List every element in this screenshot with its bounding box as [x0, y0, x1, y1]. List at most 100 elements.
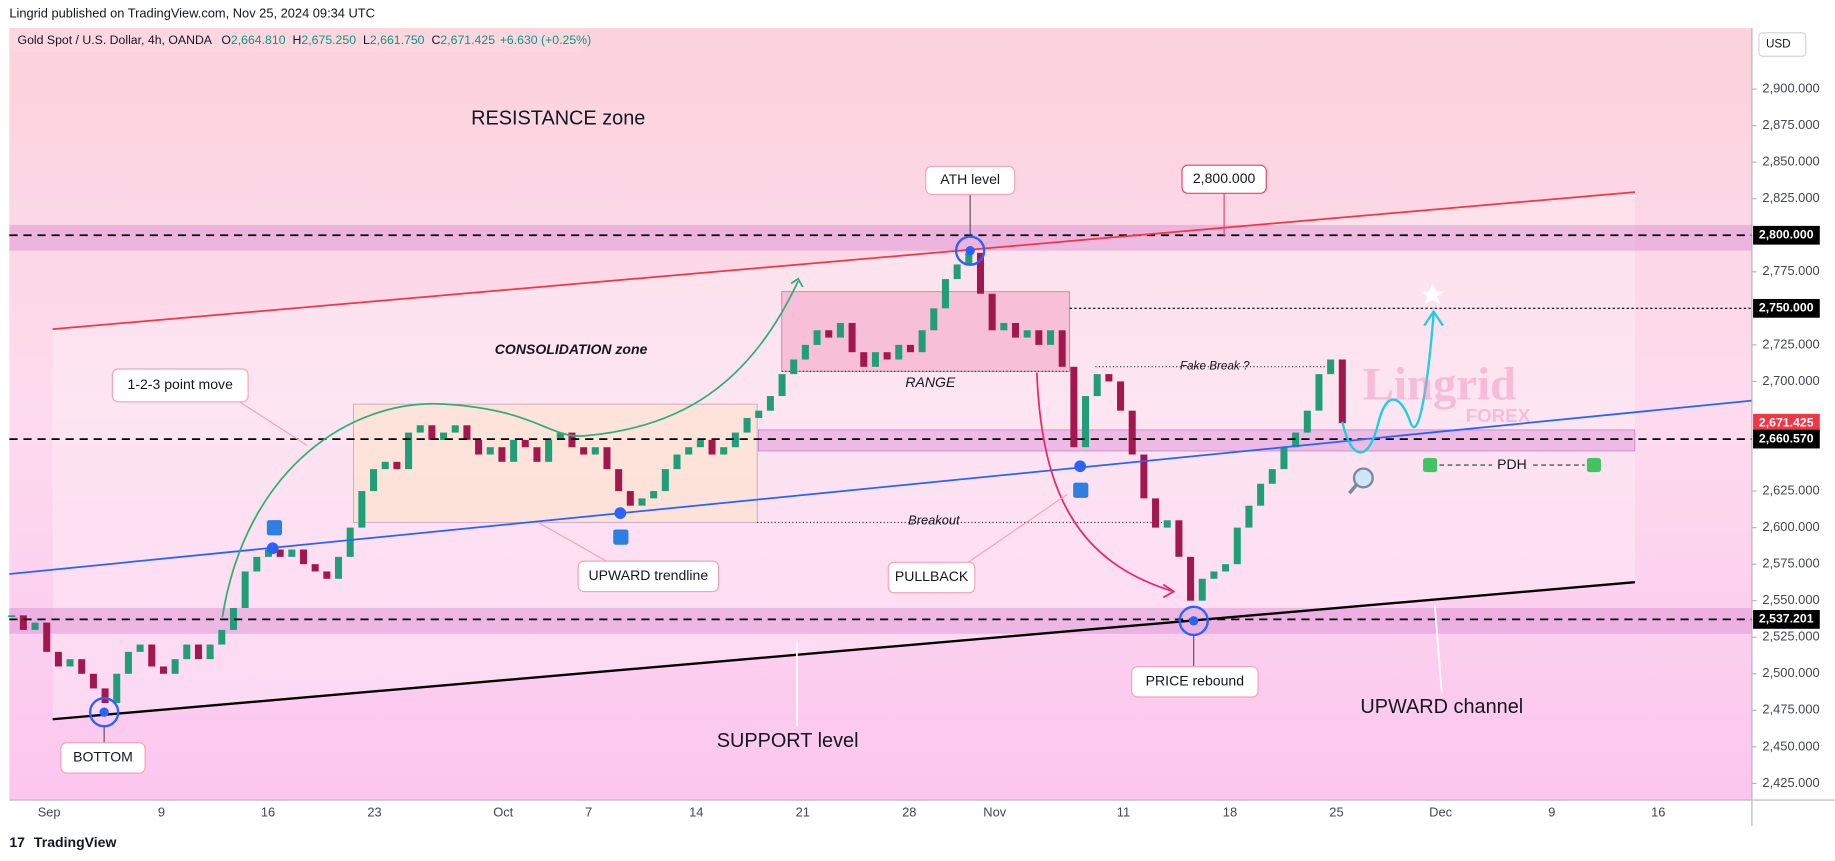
- x-tick-label: 7: [585, 804, 592, 819]
- candle: [1163, 520, 1171, 528]
- y-tick-label: 2,575.000: [1762, 556, 1819, 571]
- candle: [78, 659, 86, 674]
- candle: [673, 454, 681, 470]
- trendline-box: [577, 560, 720, 593]
- y-tick-label: 2,525.000: [1762, 629, 1819, 644]
- rebound-dot: [1189, 616, 1199, 626]
- candle: [1327, 359, 1335, 375]
- support-label: SUPPORT level: [717, 730, 859, 752]
- y-tick-label: 2,775.000: [1762, 263, 1819, 278]
- ohlc-value: 2,671.425: [440, 33, 495, 47]
- x-tick-label: Oct: [493, 804, 513, 819]
- candle: [335, 556, 343, 579]
- candle: [836, 322, 844, 338]
- candle: [766, 396, 774, 411]
- resistance-label: RESISTANCE zone: [471, 108, 645, 130]
- axes: 2,900.000 2,875.000 2,850.000 2,825.000 2,77…: [38, 80, 1820, 819]
- candle: [1152, 498, 1160, 528]
- candle: [1257, 483, 1265, 506]
- candle: [440, 432, 448, 440]
- move-curve: [221, 280, 799, 618]
- x-tick-label: Dec: [1429, 804, 1452, 819]
- ohlc-value: 2,661.750: [370, 33, 425, 47]
- price-tag-label: 2,750.000: [1759, 301, 1814, 315]
- ath-box: [925, 165, 1016, 196]
- candle: [1093, 374, 1101, 397]
- candle: [778, 374, 786, 397]
- price-tag: [1753, 429, 1820, 449]
- price-tag-label: 2,660.570: [1759, 431, 1814, 445]
- x-tick-label: 21: [796, 804, 810, 819]
- x-tick-label: 9: [158, 804, 165, 819]
- upper-channel-line: [52, 191, 1635, 331]
- candle: [218, 629, 226, 645]
- x-tick-label: 14: [689, 804, 703, 819]
- lower-channel-line: [52, 581, 1635, 721]
- x-tick-label: 16: [261, 804, 275, 819]
- bottom-dot: [99, 707, 109, 717]
- price-tag: [1753, 610, 1820, 629]
- candle: [976, 252, 984, 294]
- candle: [124, 651, 132, 674]
- candle: [475, 439, 483, 455]
- check-icon: [1586, 458, 1601, 473]
- point-dot: [266, 542, 279, 555]
- ath-circle: [954, 235, 986, 266]
- legend-background: [9, 30, 583, 52]
- candle: [113, 673, 121, 704]
- price-tag-label: 2,800.000: [1759, 227, 1814, 241]
- candle: [1011, 322, 1020, 338]
- price-tag: [1753, 298, 1820, 318]
- candle: [825, 330, 833, 338]
- candle: [43, 622, 51, 652]
- ath-dot: [965, 246, 975, 256]
- consolidation-box: [353, 403, 758, 523]
- candle: [755, 410, 763, 418]
- star-icon: [1420, 283, 1445, 305]
- candle: [521, 439, 529, 448]
- candle: [1058, 330, 1066, 367]
- candle: [136, 644, 144, 652]
- brand: TradingView: [34, 834, 117, 850]
- candle: [1035, 330, 1043, 345]
- candle: [685, 447, 693, 455]
- magnifier-icon: [1352, 467, 1374, 489]
- candle: [626, 491, 634, 506]
- candle: [871, 352, 879, 367]
- candle: [556, 432, 564, 440]
- trendline-pointer: [538, 521, 609, 563]
- candle: [1315, 374, 1323, 411]
- candle: [1023, 330, 1031, 338]
- candle: [1245, 505, 1253, 528]
- x-tick-label: 16: [1651, 804, 1665, 819]
- candle: [661, 469, 669, 492]
- candle: [66, 659, 74, 667]
- symbol-legend: Gold Spot / U.S. Dollar, 4h, OANDA O2,664…: [18, 33, 592, 47]
- candle: [918, 330, 926, 353]
- candle: [1140, 454, 1148, 499]
- check-icon: [1423, 458, 1438, 473]
- candle: [288, 549, 296, 557]
- range-box: [781, 291, 1071, 372]
- note-box: [1181, 164, 1267, 194]
- point-dot: [614, 507, 627, 519]
- candle: [1047, 330, 1055, 345]
- candle: [101, 688, 109, 704]
- channel-label: UPWARD channel: [1360, 696, 1523, 718]
- currency: USD: [1766, 38, 1791, 51]
- candle: [906, 344, 914, 353]
- trendline-label: UPWARD trendline: [589, 567, 709, 583]
- candle: [358, 491, 366, 528]
- candle: [650, 491, 658, 499]
- ohlc-key: H: [293, 33, 302, 47]
- marks: [8, 234, 1752, 704]
- candle: [1338, 359, 1346, 424]
- price-tag: [1753, 413, 1820, 433]
- candle: [930, 308, 938, 331]
- x-tick-label: Sep: [38, 804, 61, 819]
- projection-path: [1341, 313, 1435, 454]
- candle: [393, 461, 401, 470]
- ohlc-value: 2,675.250: [301, 33, 356, 47]
- candle: [194, 644, 202, 660]
